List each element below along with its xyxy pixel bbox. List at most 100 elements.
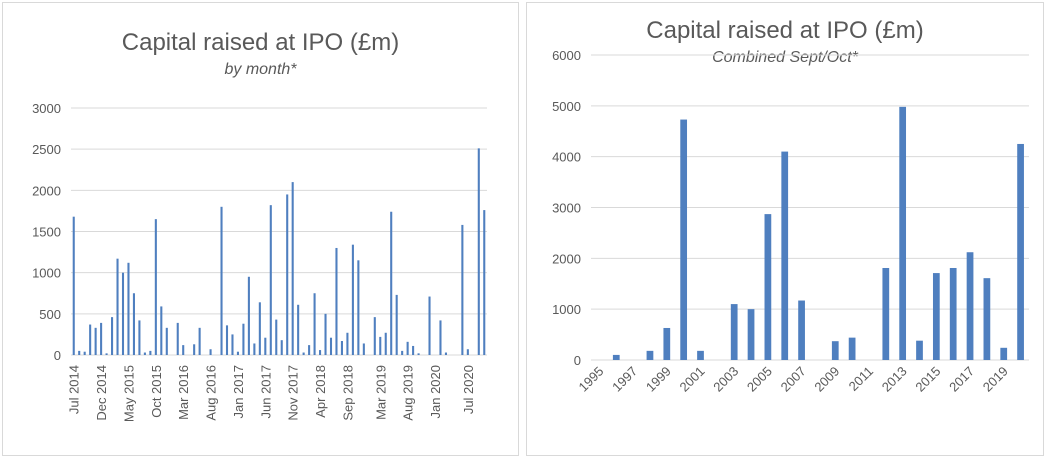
bar-sep-2019 bbox=[412, 345, 415, 355]
bar-jun-2020 bbox=[461, 224, 464, 355]
x-tick-label: Aug 2016 bbox=[204, 365, 219, 421]
x-tick-label: 2007 bbox=[778, 364, 809, 395]
bar-nov-2016 bbox=[225, 325, 229, 355]
bar-2018 bbox=[983, 278, 991, 360]
y-tick-label: 1500 bbox=[32, 225, 61, 240]
bar-dec-2016 bbox=[231, 334, 234, 355]
y-tick-label: 2000 bbox=[32, 183, 61, 198]
bar-mar-2020 bbox=[444, 352, 447, 355]
bar-sep-2014 bbox=[83, 351, 86, 355]
bar-oct-2018 bbox=[351, 244, 354, 355]
x-tick-label: 1995 bbox=[575, 364, 606, 395]
bar-nov-2014 bbox=[94, 327, 97, 355]
bar-may-2018 bbox=[324, 313, 327, 355]
bar-1996 bbox=[612, 354, 620, 360]
bar-oct-2019 bbox=[417, 353, 420, 355]
bar-feb-2019 bbox=[373, 317, 376, 355]
x-tick-label: May 2015 bbox=[121, 365, 136, 422]
bar-aug-2019 bbox=[406, 341, 409, 355]
bar-jul-2017 bbox=[269, 205, 272, 355]
bar-may-2015 bbox=[127, 262, 130, 355]
bar-2005 bbox=[764, 214, 772, 360]
bar-oct-2016 bbox=[220, 206, 223, 355]
bar-2014 bbox=[916, 340, 923, 360]
x-tick-label: 2011 bbox=[846, 364, 876, 394]
bar-2010 bbox=[848, 337, 856, 360]
x-tick-label: Apr 2018 bbox=[313, 365, 328, 418]
y-tick-label: 500 bbox=[39, 307, 61, 322]
bar-may-2019 bbox=[390, 211, 393, 355]
bar-2016 bbox=[949, 267, 957, 360]
bar-sep-2020 bbox=[477, 148, 480, 355]
bar-2015 bbox=[932, 273, 940, 360]
bar-2020 bbox=[1017, 143, 1024, 360]
x-tick-label: 2009 bbox=[811, 364, 842, 395]
x-tick-label: Aug 2019 bbox=[401, 365, 416, 421]
bar-2000 bbox=[680, 119, 688, 360]
bar-2019 bbox=[1000, 347, 1008, 360]
bar-sep-2015 bbox=[149, 350, 152, 355]
monthly-ipo-chart-panel: Capital raised at IPO (£m) by month* 0 50… bbox=[2, 2, 519, 456]
bar-2009 bbox=[831, 341, 839, 360]
x-tick-label: 2019 bbox=[980, 364, 1011, 395]
bar-apr-2019 bbox=[384, 332, 387, 355]
bar-mar-2019 bbox=[379, 336, 382, 355]
x-tick-label: Jan 2020 bbox=[428, 365, 443, 419]
x-tick-label: 2003 bbox=[710, 364, 741, 395]
bar-jan-2015 bbox=[105, 353, 108, 355]
bar-2007 bbox=[798, 300, 805, 360]
bar-jul-2019 bbox=[401, 350, 404, 355]
y-tick-label: 3000 bbox=[552, 201, 581, 216]
bar-apr-2018 bbox=[319, 350, 322, 355]
x-tick-label: 2001 bbox=[677, 364, 708, 395]
x-tick-label: Jan 2017 bbox=[231, 365, 246, 419]
x-tick-label: 2005 bbox=[744, 364, 775, 395]
bar-jun-2016 bbox=[198, 327, 201, 355]
bar-aug-2017 bbox=[275, 319, 278, 355]
bar-nov-2017 bbox=[291, 182, 294, 355]
bar-aug-2014 bbox=[78, 350, 81, 355]
bar-feb-2020 bbox=[439, 320, 442, 355]
bar-2012 bbox=[882, 267, 890, 360]
bar-1999 bbox=[663, 327, 671, 360]
bar-jul-2014 bbox=[72, 216, 75, 355]
chart-title: Capital raised at IPO (£m) bbox=[121, 29, 400, 56]
bar-jan-2018 bbox=[302, 352, 305, 355]
bar-oct-2014 bbox=[89, 324, 92, 355]
bar-dec-2018 bbox=[362, 343, 365, 355]
bar-feb-2016 bbox=[176, 322, 179, 355]
bar-2004 bbox=[747, 309, 755, 360]
bar-aug-2018 bbox=[340, 341, 343, 355]
bar-mar-2018 bbox=[313, 293, 316, 355]
bar-dec-2017 bbox=[297, 304, 300, 355]
y-tick-label: 6000 bbox=[552, 48, 581, 63]
bar-mar-2016 bbox=[182, 345, 185, 355]
x-tick-label: 1999 bbox=[643, 364, 674, 395]
chart-title: Capital raised at IPO (£m) bbox=[646, 17, 924, 44]
bar-jun-2018 bbox=[329, 337, 333, 355]
bar-sep-2018 bbox=[346, 332, 349, 355]
x-tick-label: 2015 bbox=[912, 364, 943, 395]
bar-1998 bbox=[646, 350, 654, 360]
bar-feb-2015 bbox=[111, 317, 114, 355]
x-tick-label: Mar 2016 bbox=[176, 365, 191, 420]
x-tick-label: 2013 bbox=[879, 364, 910, 395]
bar-mar-2017 bbox=[247, 276, 250, 355]
bar-jun-2017 bbox=[264, 337, 267, 355]
bar-jun-2019 bbox=[395, 294, 398, 355]
bar-2017 bbox=[966, 252, 974, 360]
y-tick-label: 1000 bbox=[32, 266, 61, 281]
bar-apr-2017 bbox=[253, 343, 256, 355]
bar-apr-2015 bbox=[121, 272, 125, 355]
bar-aug-2016 bbox=[209, 349, 212, 355]
bar-may-2016 bbox=[193, 344, 196, 355]
bar-dec-2019 bbox=[428, 296, 431, 355]
x-tick-label: Oct 2015 bbox=[149, 365, 164, 418]
x-tick-label: Jun 2017 bbox=[258, 365, 273, 419]
y-tick-label: 2000 bbox=[552, 251, 581, 266]
bar-2003 bbox=[730, 304, 738, 360]
bar-oct-2020 bbox=[483, 210, 486, 355]
bar-feb-2017 bbox=[242, 323, 245, 355]
bar-sep-2017 bbox=[280, 340, 283, 355]
